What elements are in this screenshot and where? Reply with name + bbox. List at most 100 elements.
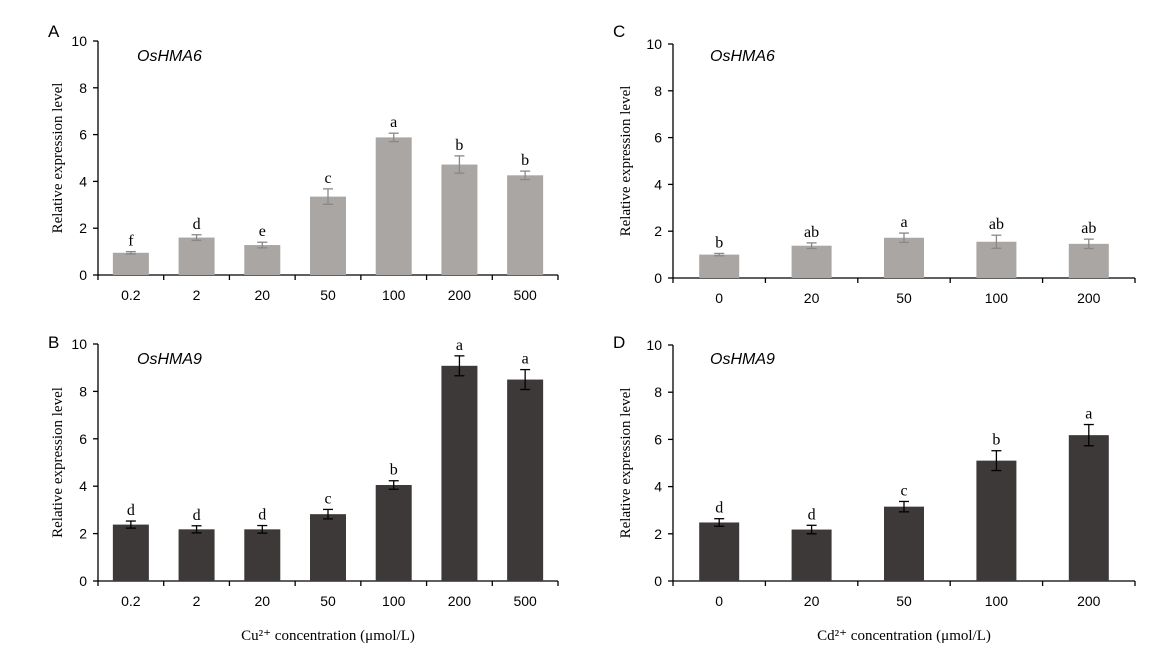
- y-axis-label: Relative expression level: [50, 83, 66, 234]
- gene-name: OsHMA9: [710, 351, 775, 368]
- x-tick-label: 0: [715, 290, 723, 306]
- y-tick-label: 8: [79, 80, 87, 96]
- x-tick-label: 500: [513, 593, 537, 609]
- significance-letter: c: [900, 482, 907, 499]
- x-tick-label: 200: [1077, 593, 1101, 609]
- x-tick-label: 100: [382, 287, 406, 303]
- x-tick-label: 20: [254, 287, 270, 303]
- panel-c: C OsHMA6 Relative expression level 0 2 4 6 8 10 b…: [613, 22, 1136, 306]
- x-tick-label: 20: [804, 290, 820, 306]
- y-tick-label: 2: [79, 526, 87, 542]
- significance-letter: d: [715, 500, 723, 517]
- significance-letter: d: [258, 507, 266, 524]
- bar: [244, 245, 281, 275]
- bar: [699, 254, 740, 278]
- significance-letter: e: [259, 223, 266, 240]
- significance-letter: ab: [804, 224, 819, 241]
- x-tick-label: 100: [985, 290, 1009, 306]
- x-axis-label: Cd²⁺ concentration (μmol/L): [817, 628, 991, 644]
- x-tick-label: 20: [254, 593, 270, 609]
- x-tick-label: 50: [320, 287, 336, 303]
- y-tick-label: 4: [654, 479, 662, 495]
- significance-letter: a: [390, 114, 397, 131]
- bar: [112, 524, 149, 581]
- bar: [791, 245, 832, 278]
- bar: [507, 379, 544, 581]
- significance-letter: b: [992, 432, 1000, 449]
- x-tick-label: 0.2: [121, 593, 141, 609]
- x-tick-label: 50: [320, 593, 336, 609]
- x-tick-label: 20: [804, 593, 820, 609]
- significance-letter: d: [808, 506, 816, 523]
- y-axis-label: Relative expression level: [618, 86, 634, 237]
- bar: [1068, 435, 1109, 581]
- significance-letter: b: [715, 234, 723, 251]
- y-tick-label: 6: [79, 431, 87, 447]
- bar: [884, 237, 924, 278]
- bar: [791, 529, 832, 581]
- y-tick-label: 6: [654, 130, 662, 146]
- panel-letter: B: [48, 333, 59, 352]
- x-tick-label: 200: [448, 287, 472, 303]
- y-tick-label: 10: [646, 337, 662, 353]
- y-tick-label: 4: [79, 173, 87, 189]
- significance-letter: ab: [1081, 220, 1096, 237]
- gene-name: OsHMA6: [710, 48, 775, 65]
- significance-letter: a: [522, 351, 529, 368]
- panel-a: A OsHMA6 Relative expression level 0 2 4 6 8 10 f…: [48, 22, 559, 303]
- x-tick-label: 50: [896, 593, 912, 609]
- bar: [178, 237, 215, 275]
- y-tick-label: 0: [79, 573, 87, 589]
- y-tick-label: 8: [79, 383, 87, 399]
- significance-letter: b: [455, 137, 463, 154]
- panel-letter: A: [48, 22, 60, 41]
- significance-letter: d: [193, 507, 201, 524]
- y-tick-label: 10: [646, 36, 662, 52]
- significance-letter: ab: [989, 216, 1004, 233]
- x-tick-label: 0.2: [121, 287, 141, 303]
- significance-letter: c: [324, 490, 331, 507]
- bar: [441, 164, 478, 275]
- bar: [310, 514, 346, 581]
- bar: [699, 522, 740, 581]
- x-tick-label: 200: [1077, 290, 1101, 306]
- significance-letter: d: [193, 216, 201, 233]
- y-tick-label: 10: [71, 33, 87, 49]
- gene-name: OsHMA6: [137, 48, 202, 65]
- significance-letter: d: [127, 502, 135, 519]
- y-tick-label: 0: [654, 270, 662, 286]
- bar: [884, 506, 924, 581]
- significance-letter: a: [456, 337, 463, 354]
- x-tick-label: 500: [513, 287, 537, 303]
- y-axis-label: Relative expression level: [618, 388, 634, 539]
- significance-letter: b: [521, 152, 529, 169]
- bar: [375, 137, 412, 275]
- significance-letter: a: [900, 214, 907, 231]
- bar: [1068, 243, 1109, 278]
- significance-letter: c: [324, 170, 331, 187]
- y-tick-label: 4: [79, 478, 87, 494]
- panel-letter: C: [613, 22, 625, 41]
- panel-b: B OsHMA9 Relative expression level 0 2 4 6 8 10 d…: [48, 333, 559, 644]
- y-tick-label: 10: [71, 336, 87, 352]
- y-tick-label: 8: [654, 83, 662, 99]
- y-tick-label: 2: [654, 223, 662, 239]
- x-tick-label: 2: [193, 287, 201, 303]
- y-tick-label: 6: [79, 127, 87, 143]
- bar: [375, 485, 412, 581]
- significance-letter: f: [128, 233, 134, 250]
- y-tick-label: 2: [79, 220, 87, 236]
- y-tick-label: 8: [654, 384, 662, 400]
- gene-name: OsHMA9: [137, 351, 202, 368]
- x-tick-label: 0: [715, 593, 723, 609]
- y-tick-label: 6: [654, 431, 662, 447]
- bar: [244, 529, 281, 581]
- bar: [441, 365, 478, 581]
- panel-letter: D: [613, 333, 625, 352]
- bar: [507, 175, 544, 275]
- significance-letter: a: [1085, 406, 1092, 423]
- x-tick-label: 100: [985, 593, 1009, 609]
- panel-d: D OsHMA9 Relative expression level 0 2 4 6 8 10 d…: [613, 333, 1136, 644]
- x-axis-label: Cu²⁺ concentration (μmol/L): [241, 628, 415, 644]
